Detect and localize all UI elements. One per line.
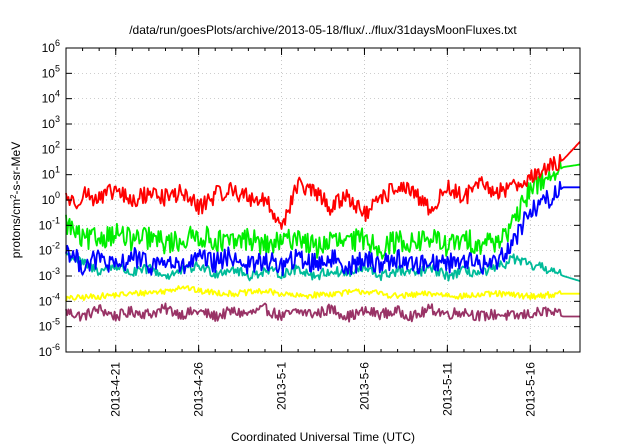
series-line-yellow xyxy=(65,285,580,302)
x-tick-label: 2013-5-16 xyxy=(523,362,537,417)
y-axis-label: protons/cm2-s-sr-MeV xyxy=(9,142,24,258)
series-line-green xyxy=(65,158,581,260)
x-tick-label: 2013-5-11 xyxy=(440,362,454,416)
x-tick-label: 2013-5-6 xyxy=(357,362,371,410)
series-line-red xyxy=(65,141,581,230)
y-tick-label: 101 xyxy=(42,165,60,182)
y-tick-label: 10-2 xyxy=(39,241,60,258)
y-tick-label: 10-3 xyxy=(39,266,60,283)
y-tick-label: 104 xyxy=(42,89,60,106)
series-layer xyxy=(65,141,581,323)
y-tick-label: 103 xyxy=(42,114,60,131)
y-tick-label: 105 xyxy=(42,63,60,80)
series-line-blue xyxy=(65,180,580,277)
ticks: 10-6 10-5 10-4 10-3 10-2 10-1 100 101 102 103 104 1… xyxy=(39,38,580,417)
y-tick-label: 10-4 xyxy=(39,291,60,308)
y-tick-label: 10-1 xyxy=(39,215,60,232)
y-tick-label: 10-6 xyxy=(39,342,60,359)
x-axis-label: Coordinated Universal Time (UTC) xyxy=(231,430,415,444)
series-line-purple xyxy=(65,302,580,323)
chart-title: /data/run/goesPlots/archive/2013-05-18/f… xyxy=(129,23,517,37)
x-tick-label: 2013-4-26 xyxy=(192,362,206,417)
y-tick-label: 106 xyxy=(42,38,60,55)
y-tick-label: 10-5 xyxy=(39,317,60,334)
x-tick-label: 2013-5-1 xyxy=(275,362,289,410)
x-tick-label: 2013-4-21 xyxy=(109,362,123,417)
y-tick-label: 102 xyxy=(42,139,60,156)
y-tick-label: 100 xyxy=(42,190,60,207)
